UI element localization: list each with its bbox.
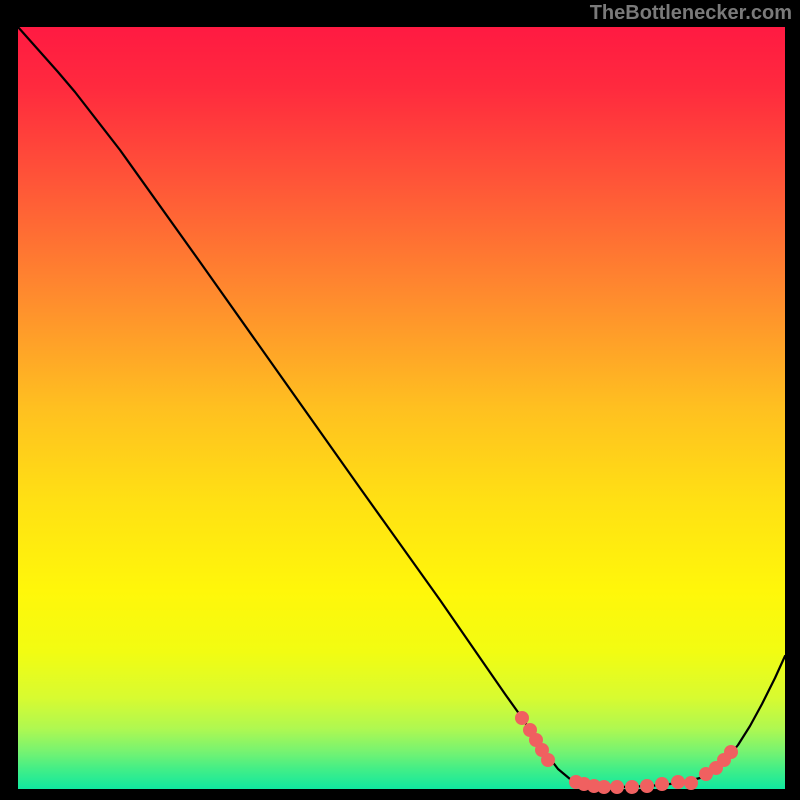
chart-container: TheBottlenecker.com — [0, 0, 800, 800]
markers-group — [515, 711, 738, 794]
data-marker — [671, 775, 685, 789]
data-marker — [684, 776, 698, 790]
data-marker — [610, 780, 624, 794]
watermark-text: TheBottlenecker.com — [590, 2, 792, 25]
data-marker — [541, 753, 555, 767]
data-marker — [597, 780, 611, 794]
bottleneck-curve — [18, 27, 785, 787]
chart-svg — [0, 0, 800, 800]
data-marker — [640, 779, 654, 793]
data-marker — [724, 745, 738, 759]
data-marker — [515, 711, 529, 725]
data-marker — [655, 777, 669, 791]
data-marker — [625, 780, 639, 794]
